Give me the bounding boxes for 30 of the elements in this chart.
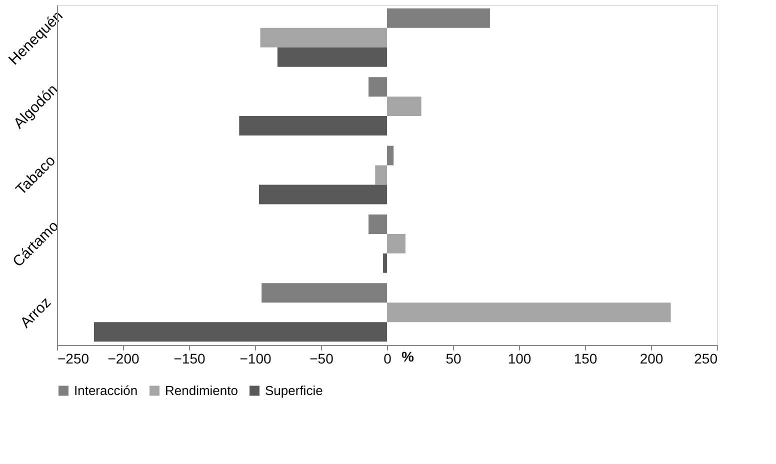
bar xyxy=(387,146,394,166)
x-tick-label: 150 xyxy=(574,350,598,366)
legend-label: Superficie xyxy=(265,382,323,398)
x-tick-label: −250 xyxy=(58,350,90,366)
x-tick-label: 100 xyxy=(508,350,532,366)
bar xyxy=(387,234,406,254)
legend-label: Interacción xyxy=(74,382,138,398)
bar xyxy=(262,283,387,303)
x-tick-label: 50 xyxy=(446,350,462,366)
bar xyxy=(368,214,387,234)
bar xyxy=(260,28,387,48)
x-tick-label: −150 xyxy=(174,350,206,366)
bar xyxy=(94,322,387,342)
bar xyxy=(368,77,387,97)
x-tick-label: 200 xyxy=(640,350,664,366)
x-tick-label: −200 xyxy=(108,350,140,366)
x-tick-label: −100 xyxy=(240,350,272,366)
bar xyxy=(277,47,387,67)
bar xyxy=(387,8,490,28)
bar xyxy=(387,302,671,322)
x-tick-label: −50 xyxy=(310,350,334,366)
x-tick-label: 0 xyxy=(384,350,392,366)
x-axis-title: % xyxy=(402,348,414,364)
bar xyxy=(383,253,387,273)
bar xyxy=(258,184,387,204)
legend-label: Rendimiento xyxy=(165,382,238,398)
x-tick-label: 250 xyxy=(694,350,718,366)
bar xyxy=(387,96,422,116)
bar xyxy=(239,116,387,136)
bar xyxy=(375,165,387,185)
